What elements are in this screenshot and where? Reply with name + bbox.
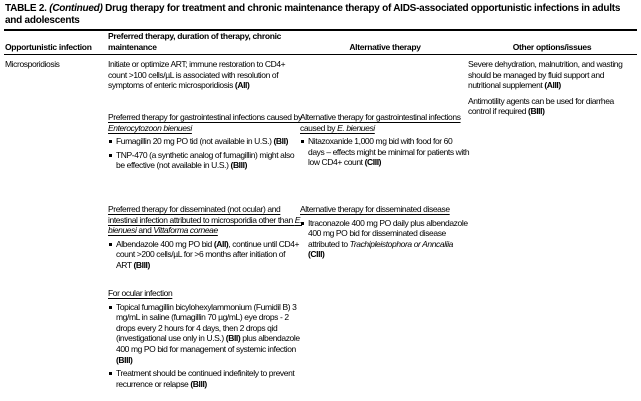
other-options-cell: Severe dehydration, malnutrition, and wa… <box>468 59 638 117</box>
evidence-grade-biii: (BIII) <box>190 378 207 389</box>
alternative-gi-heading: Alternative therapy for gastrointestinal… <box>300 112 470 133</box>
evidence-grade-aii: (AII) <box>234 80 250 91</box>
alternative-gastrointestinal-section: Alternative therapy for gastrointestinal… <box>300 112 470 168</box>
bullet-text: TNP-470 (a synthetic analog of fumagilli… <box>116 150 302 171</box>
bullet-marker <box>301 140 304 144</box>
evidence-grade-biii: (BIII) <box>528 106 545 117</box>
column-header-opportunistic-infection: Opportunistic infection <box>5 42 92 52</box>
evidence-grade-biii: (BIII) <box>230 160 248 171</box>
note-text: Antimotility agents can be used for diar… <box>468 95 614 117</box>
bullet-item-treatment-duration: Treatment should be continued indefinite… <box>108 368 302 389</box>
bullet-text: Treatment should be continued indefinite… <box>116 368 302 389</box>
preferred-gi-heading: Preferred therapy for gastrointestinal i… <box>108 112 302 133</box>
heading-text: Preferred therapy for disseminated (not … <box>108 204 295 225</box>
preferred-disseminated-section: Preferred therapy for disseminated (not … <box>108 204 302 271</box>
header-top-rule <box>4 29 637 31</box>
other-options-paragraph: Antimotility agents can be used for diar… <box>468 96 638 117</box>
species-name: E. bienuesi <box>337 122 375 133</box>
species-name: Vittaforma corneae <box>153 225 218 236</box>
bullet-marker <box>301 221 304 225</box>
table-continued-marker: (Continued) <box>49 3 103 14</box>
drug-text: Treatment should be continued indefinite… <box>116 368 295 389</box>
bullet-item-tnp470: TNP-470 (a synthetic analog of fumagilli… <box>108 150 302 171</box>
alternative-disseminated-section: Alternative therapy for disseminated dis… <box>300 204 470 260</box>
drug-text: , continue until CD4+ count >200 cells/µ… <box>116 238 300 270</box>
preferred-intro-paragraph: Initiate or optimize ART; immune restora… <box>108 59 302 91</box>
bullet-marker <box>109 153 112 157</box>
evidence-grade-ciii: (CIII) <box>364 157 382 168</box>
evidence-grade-bii: (BII) <box>225 333 241 344</box>
bullet-marker <box>109 305 112 309</box>
evidence-grade-aii: (AII) <box>213 238 229 249</box>
evidence-grade-ciii: (CIII) <box>308 249 325 260</box>
table-title: TABLE 2. (Continued) Drug therapy for tr… <box>5 3 627 27</box>
bullet-item-topical-fumagillin: Topical fumagillin bicylohexylammonium (… <box>108 302 302 366</box>
column-header-alternative-therapy: Alternative therapy <box>349 42 421 52</box>
preferred-gastrointestinal-section: Preferred therapy for gastrointestinal i… <box>108 112 302 171</box>
bullet-text: Albendazole 400 mg PO bid (AII), continu… <box>116 239 302 271</box>
evidence-grade-aiii: (AIII) <box>544 80 561 91</box>
note-text: Severe dehydration, malnutrition, and wa… <box>468 59 623 91</box>
drug-text: TNP-470 (a synthetic analog of fumagilli… <box>116 149 295 171</box>
alternative-disseminated-heading: Alternative therapy for disseminated dis… <box>300 204 450 214</box>
preferred-ocular-section: For ocular infection Topical fumagillin … <box>108 288 302 389</box>
drug-text: Itraconazole 400 mg PO daily plus albend… <box>308 217 468 249</box>
bullet-marker <box>109 242 112 246</box>
bullet-text: Fumagillin 20 mg PO tid (not available i… <box>116 136 302 147</box>
bullet-item-nitazoxanide: Nitazoxanide 1,000 mg bid with food for … <box>300 136 470 168</box>
drug-text: Fumagillin 20 mg PO tid (not available i… <box>116 136 274 147</box>
evidence-grade-biii: (BIII) <box>116 354 133 365</box>
drug-text: Albendazole 400 mg PO bid <box>116 238 214 249</box>
preferred-disseminated-heading: Preferred therapy for disseminated (not … <box>108 204 302 236</box>
bullet-marker <box>109 372 112 376</box>
intro-text: Initiate or optimize ART; immune restora… <box>108 59 286 91</box>
infection-name: Microsporidiosis <box>5 59 60 69</box>
bullet-marker <box>109 140 112 144</box>
bullet-item-itraconazole: Itraconazole 400 mg PO daily plus albend… <box>300 218 470 260</box>
column-header-other-options: Other options/issues <box>512 42 592 52</box>
header-bottom-rule <box>4 54 637 55</box>
evidence-grade-bii: (BII) <box>273 136 289 147</box>
drug-text: plus albendazole 400 mg PO bid for manag… <box>116 333 300 354</box>
heading-text: Preferred therapy for gastrointestinal i… <box>108 112 302 122</box>
drug-text: Topical fumagillin bicylohexylammonium (… <box>116 301 297 344</box>
species-name: Trachipleistophora or Anncaliia <box>349 238 454 249</box>
bullet-item-albendazole: Albendazole 400 mg PO bid (AII), continu… <box>108 239 302 271</box>
bullet-text: Nitazoxanide 1,000 mg bid with food for … <box>308 136 470 168</box>
table-title-text: Drug therapy for treatment and chronic m… <box>5 3 621 26</box>
species-name: E. bienuesi <box>108 214 302 236</box>
heading-text: and <box>136 225 154 236</box>
bullet-text: Topical fumagillin bicylohexylammonium (… <box>116 302 302 366</box>
drug-text: Nitazoxanide 1,000 mg bid with food for … <box>308 136 470 168</box>
column-header-preferred-therapy: Preferred therapy, duration of therapy, … <box>108 31 282 52</box>
table-label: TABLE 2. <box>5 3 47 14</box>
bullet-text: Itraconazole 400 mg PO daily plus albend… <box>308 218 470 260</box>
heading-text: Alternative therapy for gastrointestinal… <box>300 112 461 133</box>
species-name: Enterocytozoon bienuesi <box>108 122 192 133</box>
evidence-grade-biii: (BIII) <box>133 259 150 270</box>
ocular-heading: For ocular infection <box>108 288 173 298</box>
other-options-paragraph: Severe dehydration, malnutrition, and wa… <box>468 59 638 91</box>
bullet-item-fumagillin: Fumagillin 20 mg PO tid (not available i… <box>108 136 302 147</box>
